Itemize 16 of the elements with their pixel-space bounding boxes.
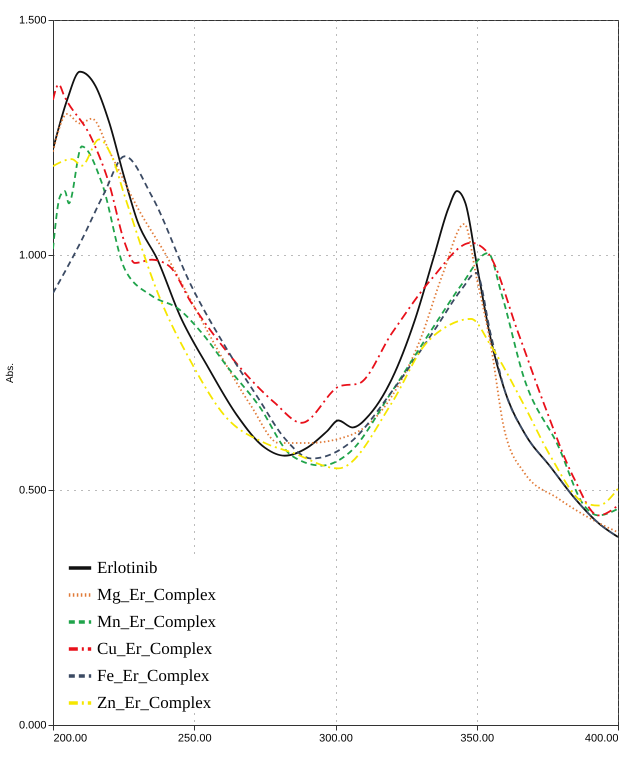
legend-label: Mn_Er_Complex [97, 612, 216, 631]
legend-label: Mg_Er_Complex [97, 585, 216, 604]
legend-label: Cu_Er_Complex [97, 639, 213, 658]
x-tick-label: 200.00 [54, 732, 88, 744]
x-tick-label: 400.00 [584, 732, 618, 744]
legend-label: Erlotinib [97, 558, 158, 577]
x-tick-label: 350.00 [460, 732, 494, 744]
y-tick-label: 1.500 [18, 14, 46, 26]
x-tick-label: 250.00 [178, 732, 212, 744]
legend-label: Zn_Er_Complex [97, 693, 212, 712]
y-axis-title: Abs. [4, 362, 16, 384]
x-tick-label: 300.00 [319, 732, 353, 744]
y-tick-label: 0.500 [18, 484, 46, 496]
y-tick-label: 0.000 [18, 720, 46, 732]
legend-label: Fe_Er_Complex [97, 666, 210, 685]
y-tick-label: 1.000 [18, 250, 46, 262]
